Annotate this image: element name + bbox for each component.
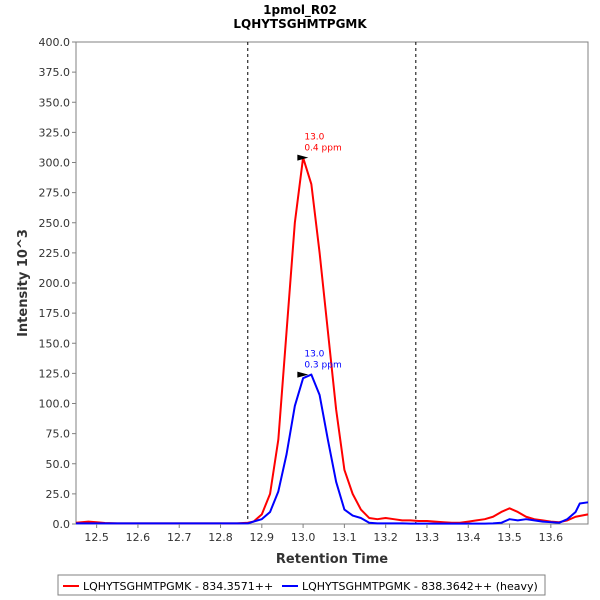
y-axis: 0.0 25.0 50.0 75.0 100.0 125.0 150.0 175.0 200.0… <box>39 36 76 531</box>
x-tick-label: 12.5 <box>84 531 109 544</box>
chart-title: 1pmol_R02 <box>263 3 337 18</box>
x-axis-label: Retention Time <box>276 552 388 567</box>
plot-frame <box>75 41 589 525</box>
series-line-1 <box>76 373 589 525</box>
chart-subtitle: LQHYTSGHMTPGMK <box>233 17 367 31</box>
y-tick-label: 275.0 <box>39 187 71 200</box>
x-tick-label: 12.8 <box>208 531 233 544</box>
y-tick-label: 400.0 <box>39 36 71 49</box>
y-tick-label: 50.0 <box>46 458 71 471</box>
y-tick-label: 325.0 <box>39 126 71 139</box>
y-tick-label: 25.0 <box>46 488 71 501</box>
y-tick-label: 375.0 <box>39 66 71 79</box>
y-axis-label: Intensity 10^3 <box>16 229 31 337</box>
y-tick-label: 200.0 <box>39 277 71 290</box>
legend-box <box>57 574 546 596</box>
y-tick-label: 350.0 <box>39 96 71 109</box>
peak-label-1: 13.0 <box>304 350 324 360</box>
peak-marker-0 <box>297 154 309 161</box>
y-tick-label: 75.0 <box>46 428 71 441</box>
y-tick-label: 0.0 <box>53 518 71 531</box>
plot-area <box>75 41 589 525</box>
y-tick-label: 125.0 <box>39 367 71 380</box>
x-tick-label: 13.6 <box>539 531 564 544</box>
legend: LQHYTSGHMTPGMK - 834.3571++ LQHYTSGHMTPGM… <box>57 574 546 596</box>
y-tick-label: 300.0 <box>39 157 71 170</box>
x-tick-label: 12.7 <box>167 531 192 544</box>
peak-label-1: 0.3 ppm <box>304 361 341 371</box>
x-tick-label: 13.1 <box>332 531 357 544</box>
y-tick-label: 150.0 <box>39 337 71 350</box>
x-tick-label: 13.0 <box>291 531 316 544</box>
y-tick-label: 175.0 <box>39 307 71 320</box>
legend-entry-1: LQHYTSGHMTPGMK - 838.3642++ (heavy) <box>302 580 538 593</box>
peak-marker-1 <box>297 371 309 378</box>
x-tick-label: 12.9 <box>250 531 275 544</box>
y-tick-label: 250.0 <box>39 217 71 230</box>
integration-boundaries <box>247 42 417 524</box>
legend-entry-0: LQHYTSGHMTPGMK - 834.3571++ <box>83 580 273 593</box>
x-tick-label: 13.5 <box>497 531 522 544</box>
x-tick-label: 13.4 <box>456 531 481 544</box>
x-tick-label: 13.3 <box>415 531 440 544</box>
x-tick-label: 12.6 <box>126 531 151 544</box>
x-tick-label: 13.2 <box>373 531 398 544</box>
series-layer <box>75 156 589 525</box>
peak-label-0: 13.0 <box>304 133 324 143</box>
peak-label-0: 0.4 ppm <box>304 144 341 154</box>
y-tick-label: 100.0 <box>39 398 71 411</box>
x-axis: 12.5 12.6 12.7 12.8 12.9 13.0 13.1 13.2 13.3 13.4… <box>84 524 563 544</box>
y-tick-label: 225.0 <box>39 247 71 260</box>
